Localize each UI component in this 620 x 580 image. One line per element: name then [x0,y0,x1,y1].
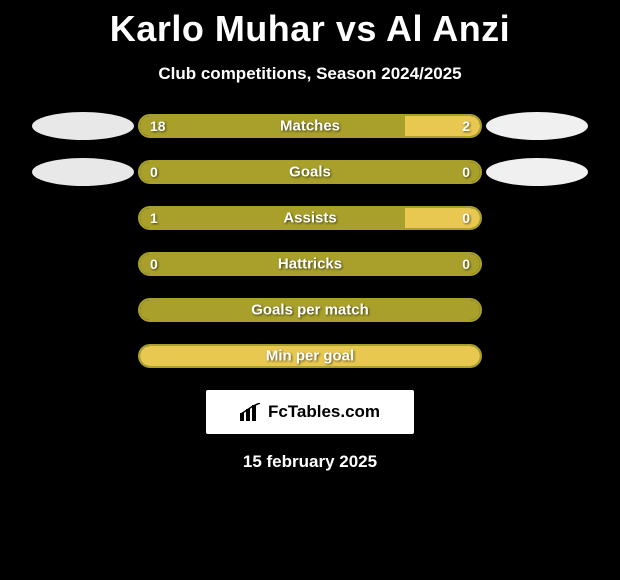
stat-label: Goals per match [251,302,369,319]
stat-value-left: 1 [150,210,158,226]
stat-value-left: 18 [150,118,166,134]
stat-value-left: 0 [150,256,158,272]
stat-bar: Goals per match [138,298,482,322]
stat-row: 18 Matches 2 [0,114,620,138]
stat-row: 0 Goals 0 [0,160,620,184]
stat-bar: 0 Hattricks 0 [138,252,482,276]
stat-row: Goals per match [0,298,620,322]
stat-chart: 18 Matches 2 0 Goals 0 1 Assists 0 [0,114,620,368]
player-right-avatar [486,112,588,140]
stat-label: Matches [280,118,340,135]
bar-left-fill [140,208,405,228]
avatar-left-slot [28,158,138,186]
stat-bar: 1 Assists 0 [138,206,482,230]
avatar-left-slot [28,112,138,140]
stat-label: Min per goal [266,348,354,365]
page-title: Karlo Muhar vs Al Anzi [0,8,620,50]
date-line: 15 february 2025 [0,452,620,472]
stat-bar: 18 Matches 2 [138,114,482,138]
stat-value-left: 0 [150,164,158,180]
stat-bar: Min per goal [138,344,482,368]
brand-badge: FcTables.com [206,390,414,434]
stat-value-right: 0 [462,164,470,180]
stat-bar: 0 Goals 0 [138,160,482,184]
player-left-avatar [32,158,134,186]
stat-label: Assists [283,210,336,227]
stat-row: 0 Hattricks 0 [0,252,620,276]
brand-text: FcTables.com [268,402,380,422]
avatar-right-slot [482,112,592,140]
avatar-right-slot [482,158,592,186]
player-left-avatar [32,112,134,140]
player-right-avatar [486,158,588,186]
stat-label: Goals [289,164,331,181]
stat-label: Hattricks [278,256,342,273]
stat-value-right: 2 [462,118,470,134]
stat-value-right: 0 [462,256,470,272]
stat-value-right: 0 [462,210,470,226]
stat-row: 1 Assists 0 [0,206,620,230]
stat-row: Min per goal [0,344,620,368]
brand-chart-icon [240,403,262,421]
bar-left-fill [140,116,405,136]
page-subtitle: Club competitions, Season 2024/2025 [0,64,620,84]
